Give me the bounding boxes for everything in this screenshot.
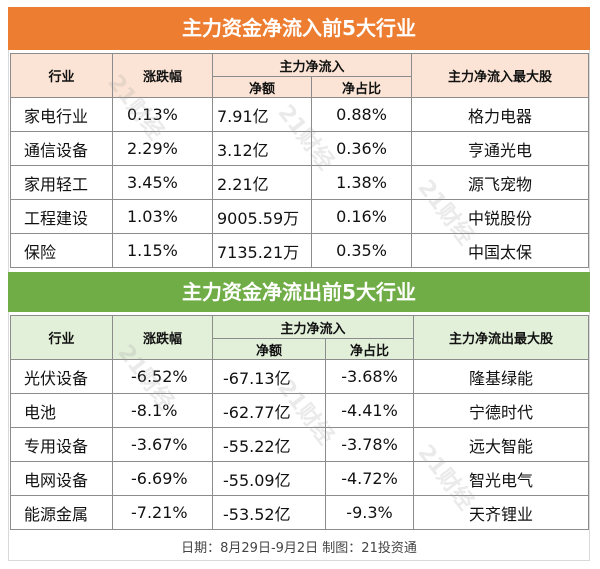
industry-cell: 光伏设备 <box>10 359 113 394</box>
amount-cell: -55.09亿 <box>212 461 326 496</box>
inflow-table: 行业 涨跌幅 主力净流入 主力净流入最大股 净额 净占比 家电行业 0.13% … <box>10 53 590 268</box>
change-cell: -3.67% <box>112 427 213 462</box>
ratio-cell: 0.16% <box>310 199 413 234</box>
header-top-stock: 主力净流入最大股 <box>411 53 590 98</box>
table-row: 家电行业 0.13% 7.91亿 0.88% 格力电器 <box>10 97 590 132</box>
change-cell: -8.1% <box>112 393 213 428</box>
top-stock-cell: 远大智能 <box>413 427 590 462</box>
industry-cell: 家用轻工 <box>10 165 113 200</box>
industry-cell: 保险 <box>10 233 113 268</box>
top-stock-cell: 智光电气 <box>413 461 590 496</box>
top-stock-cell: 中锐股份 <box>411 199 590 234</box>
table-row: 通信设备 2.29% 3.12亿 0.36% 亨通光电 <box>10 131 590 166</box>
amount-cell: 2.21亿 <box>212 165 312 200</box>
footer-note: 日期：8月29日-9月2日 制图：21投资通 <box>181 541 417 556</box>
table-row: 保险 1.15% 7135.21万 0.35% 中国太保 <box>10 233 590 268</box>
ratio-cell: 0.36% <box>310 131 413 166</box>
change-cell: 1.15% <box>112 233 213 268</box>
top-stock-cell: 隆基绿能 <box>413 359 590 394</box>
amount-cell: 7.91亿 <box>212 97 312 132</box>
table-row: 专用设备 -3.67% -55.22亿 -3.78% 远大智能 <box>10 427 590 462</box>
header-net-flow: 主力净流入 <box>211 315 415 339</box>
top-stock-cell: 中国太保 <box>411 233 590 268</box>
top-stock-cell: 源飞宠物 <box>411 165 590 200</box>
change-cell: 0.13% <box>112 97 213 132</box>
header-net-flow: 主力净流入 <box>211 53 413 77</box>
inflow-title: 主力资金净流入前5大行业 <box>8 7 590 50</box>
header-change: 涨跌幅 <box>112 53 213 98</box>
change-cell: 2.29% <box>112 131 213 166</box>
industry-cell: 专用设备 <box>10 427 113 462</box>
top-stock-cell: 格力电器 <box>411 97 590 132</box>
industry-cell: 能源金属 <box>10 495 113 530</box>
amount-cell: -62.77亿 <box>212 393 326 428</box>
table-row: 电网设备 -6.69% -55.09亿 -4.72% 智光电气 <box>10 461 590 496</box>
industry-cell: 家电行业 <box>10 97 113 132</box>
ratio-cell: 0.35% <box>310 233 413 268</box>
amount-cell: 7135.21万 <box>212 233 312 268</box>
change-cell: -6.69% <box>112 461 213 496</box>
change-cell: -7.21% <box>112 495 213 530</box>
industry-cell: 电网设备 <box>10 461 113 496</box>
change-cell: 1.03% <box>112 199 213 234</box>
outflow-title: 主力资金净流出前5大行业 <box>8 272 590 312</box>
header-top-stock: 主力净流出最大股 <box>413 315 590 360</box>
table-row: 能源金属 -7.21% -53.52亿 -9.3% 天齐锂业 <box>10 495 590 530</box>
header-ratio: 净占比 <box>324 338 415 360</box>
ratio-cell: -3.78% <box>324 427 415 462</box>
header-change: 涨跌幅 <box>112 315 213 360</box>
amount-cell: 9005.59万 <box>212 199 312 234</box>
ratio-cell: 1.38% <box>310 165 413 200</box>
change-cell: 3.45% <box>112 165 213 200</box>
amount-cell: -55.22亿 <box>212 427 326 462</box>
outflow-table: 行业 涨跌幅 主力净流入 主力净流出最大股 净额 净占比 光伏设备 -6.52%… <box>10 315 590 530</box>
header-amount: 净额 <box>212 76 312 98</box>
top-stock-cell: 亨通光电 <box>411 131 590 166</box>
industry-cell: 电池 <box>10 393 113 428</box>
table-row: 工程建设 1.03% 9005.59万 0.16% 中锐股份 <box>10 199 590 234</box>
header-amount: 净额 <box>212 338 326 360</box>
industry-cell: 工程建设 <box>10 199 113 234</box>
table-row: 光伏设备 -6.52% -67.13亿 -3.68% 隆基绿能 <box>10 359 590 394</box>
ratio-cell: 0.88% <box>310 97 413 132</box>
industry-cell: 通信设备 <box>10 131 113 166</box>
amount-cell: -67.13亿 <box>212 359 326 394</box>
header-industry: 行业 <box>10 53 113 98</box>
table-row: 电池 -8.1% -62.77亿 -4.41% 宁德时代 <box>10 393 590 428</box>
header-industry: 行业 <box>10 315 113 360</box>
amount-cell: 3.12亿 <box>212 131 312 166</box>
amount-cell: -53.52亿 <box>212 495 326 530</box>
top-stock-cell: 天齐锂业 <box>413 495 590 530</box>
ratio-cell: -4.72% <box>324 461 415 496</box>
ratio-cell: -4.41% <box>324 393 415 428</box>
ratio-cell: -9.3% <box>324 495 415 530</box>
change-cell: -6.52% <box>112 359 213 394</box>
header-ratio: 净占比 <box>310 76 413 98</box>
ratio-cell: -3.68% <box>324 359 415 394</box>
table-row: 家用轻工 3.45% 2.21亿 1.38% 源飞宠物 <box>10 165 590 200</box>
top-stock-cell: 宁德时代 <box>413 393 590 428</box>
